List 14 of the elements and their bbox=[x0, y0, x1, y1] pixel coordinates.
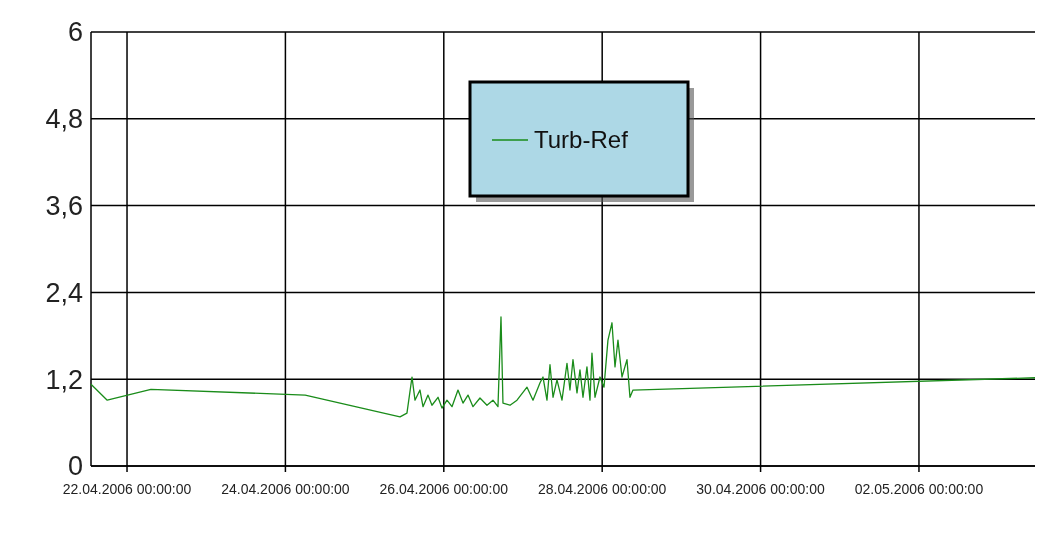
line-series bbox=[90, 316, 1036, 418]
x-tick-label: 26.04.2006 00:00:00 bbox=[379, 481, 509, 497]
x-tick-label: 28.04.2006 00:00:00 bbox=[537, 481, 667, 497]
y-tick-label: 2,4 bbox=[45, 277, 83, 308]
y-tick-label: 3,6 bbox=[45, 191, 83, 222]
x-tick-label: 22.04.2006 00:00:00 bbox=[62, 481, 192, 497]
legend-label: Turb-Ref bbox=[534, 126, 629, 154]
x-tick-label: 30.04.2006 00:00:00 bbox=[696, 481, 826, 497]
x-tick-label: 24.04.2006 00:00:00 bbox=[221, 481, 350, 497]
y-tick-label: 1,2 bbox=[45, 364, 83, 395]
y-tick-label: 0 bbox=[67, 451, 83, 482]
y-tick-label: 6 bbox=[67, 17, 83, 48]
x-tick-label: 02.05.2006 00:00:00 bbox=[854, 481, 984, 497]
y-tick-label: 4,8 bbox=[45, 104, 83, 135]
